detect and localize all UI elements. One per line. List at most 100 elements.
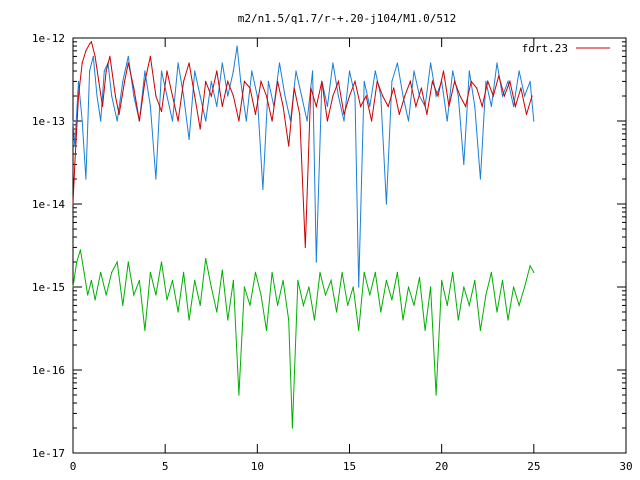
data-point: [407, 286, 410, 288]
data-point: [452, 271, 454, 273]
data-point: [446, 120, 448, 122]
data-point: [404, 95, 406, 97]
data-point: [227, 319, 229, 321]
data-point: [98, 80, 100, 82]
data-point: [474, 279, 476, 281]
data-point: [446, 304, 448, 306]
data-point: [485, 80, 487, 82]
data-point: [299, 113, 301, 115]
data-point: [452, 70, 454, 72]
data-point: [347, 304, 349, 306]
data-point: [396, 62, 398, 64]
data-point: [243, 286, 245, 288]
data-point: [407, 120, 410, 122]
data-point: [301, 95, 303, 97]
data-point: [315, 105, 317, 107]
data-point: [474, 105, 476, 107]
data-point: [326, 105, 328, 107]
data-point: [518, 70, 520, 72]
data-point: [127, 55, 129, 58]
data-point: [277, 304, 279, 306]
data-point: [448, 105, 450, 107]
data-point: [424, 329, 426, 331]
data-point: [393, 87, 395, 89]
data-point: [435, 95, 437, 97]
data-point: [90, 279, 92, 281]
data-point: [498, 75, 500, 77]
data-point: [415, 105, 417, 107]
data-point: [245, 120, 247, 122]
data-point: [295, 70, 297, 72]
data-point: [144, 329, 146, 331]
data-point: [391, 299, 393, 301]
data-point: [513, 286, 515, 288]
data-point: [459, 95, 461, 97]
data-point: [496, 311, 498, 313]
data-point: [277, 80, 279, 82]
data-point: [321, 80, 323, 82]
data-point: [188, 319, 190, 321]
y-tick-label: 1e-16: [32, 364, 65, 377]
data-point: [133, 95, 135, 97]
data-point: [490, 105, 492, 107]
data-point: [360, 105, 362, 107]
data-point: [171, 279, 174, 281]
data-point: [319, 271, 321, 273]
data-point: [109, 55, 111, 58]
data-point: [166, 299, 168, 301]
data-point: [520, 87, 522, 89]
data-point: [265, 329, 268, 331]
data-point: [479, 329, 481, 331]
data-point: [160, 261, 163, 263]
data-point: [256, 95, 258, 97]
data-point: [183, 271, 185, 273]
data-point: [288, 319, 290, 321]
data-point: [398, 113, 400, 115]
data-point: [413, 304, 415, 306]
data-point: [118, 113, 120, 115]
data-point: [288, 145, 290, 147]
data-point: [470, 80, 472, 82]
data-point: [221, 62, 223, 64]
data-point: [374, 271, 376, 273]
data-point: [85, 178, 87, 180]
data-point: [376, 80, 378, 82]
data-point: [354, 80, 356, 82]
data-point: [457, 95, 459, 97]
data-point: [89, 70, 91, 72]
data-point: [240, 80, 242, 82]
data-point: [348, 70, 351, 72]
data-point: [430, 62, 432, 64]
data-point: [435, 394, 437, 396]
legend-label: fort.23: [522, 42, 568, 55]
data-point: [94, 55, 96, 58]
data-point: [265, 95, 268, 97]
y-tick-label: 1e-12: [32, 32, 65, 45]
data-point: [188, 62, 190, 64]
data-point: [149, 55, 151, 58]
data-point: [221, 105, 223, 107]
data-point: [496, 62, 498, 64]
data-point: [312, 70, 314, 72]
x-tick-label: 20: [435, 460, 448, 473]
data-point: [529, 265, 531, 267]
data-point: [249, 304, 251, 306]
plot-frame: [72, 37, 627, 454]
data-point: [382, 95, 384, 97]
data-point: [210, 286, 212, 288]
y-tick-label: 1e-13: [32, 115, 65, 128]
data-point: [363, 80, 365, 82]
data-point: [116, 261, 118, 263]
data-point: [267, 80, 269, 82]
data-point: [85, 50, 87, 52]
data-point: [468, 304, 470, 306]
data-point: [171, 95, 174, 97]
data-point: [260, 80, 262, 82]
data-point: [232, 279, 234, 281]
legend: fort.23: [522, 42, 610, 55]
data-point: [199, 128, 201, 130]
data-point: [100, 271, 102, 273]
data-point: [308, 286, 310, 288]
data-point: [77, 80, 80, 82]
data-point: [337, 80, 339, 82]
